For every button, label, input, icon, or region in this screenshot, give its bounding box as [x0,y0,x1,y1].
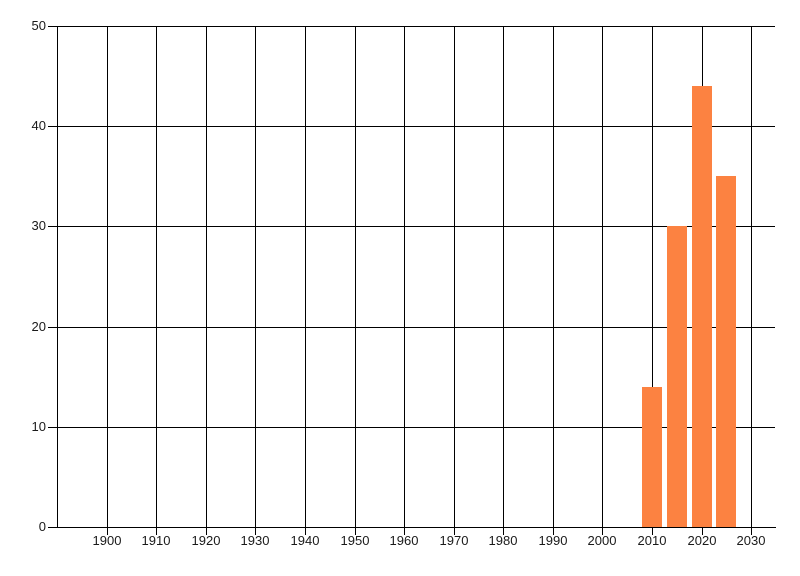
bar-2010 [642,387,662,527]
bar-2025 [716,176,736,527]
x-tick-label-1990: 1990 [538,533,568,548]
x-gridline-2030 [751,26,752,535]
y-tick-20 [48,327,57,328]
y-tick-label-40: 40 [31,118,46,133]
y-gridline-30 [57,226,775,227]
x-gridline-1990 [553,26,554,535]
x-tick-label-2000: 2000 [587,533,617,548]
bar-2020 [692,86,712,527]
y-tick-30 [48,226,57,227]
x-tick-label-2030: 2030 [736,533,766,548]
x-gridline-1940 [305,26,306,535]
y-gridline-40 [57,126,775,127]
x-gridline-1920 [206,26,207,535]
x-tick-label-2020: 2020 [687,533,717,548]
y-tick-0 [48,527,57,528]
y-axis-line [57,26,58,528]
x-tick-label-1950: 1950 [340,533,370,548]
y-tick-label-0: 0 [38,519,46,534]
x-gridline-2000 [602,26,603,535]
y-tick-10 [48,427,57,428]
y-tick-50 [48,26,57,27]
x-tick-label-1960: 1960 [389,533,419,548]
bar-2015 [667,226,687,527]
x-tick-label-1970: 1970 [439,533,469,548]
x-tick-label-1980: 1980 [488,533,518,548]
x-tick-label-1900: 1900 [92,533,122,548]
x-tick-label-2010: 2010 [637,533,667,548]
x-gridline-1930 [255,26,256,535]
x-gridline-1960 [404,26,405,535]
x-gridline-2010 [652,26,653,535]
y-gridline-50 [57,26,775,27]
x-gridline-1910 [156,26,157,535]
x-gridline-1970 [454,26,455,535]
y-tick-label-20: 20 [31,319,46,334]
y-gridline-20 [57,327,775,328]
x-gridline-1980 [503,26,504,535]
x-tick-label-1910: 1910 [141,533,171,548]
x-gridline-1950 [355,26,356,535]
y-gridline-10 [57,427,775,428]
y-tick-label-50: 50 [31,18,46,33]
y-tick-label-30: 30 [31,218,46,233]
x-gridline-1900 [107,26,108,535]
x-axis-line [57,527,776,528]
x-tick-label-1940: 1940 [290,533,320,548]
x-tick-label-1930: 1930 [240,533,270,548]
y-tick-label-10: 10 [31,419,46,434]
x-tick-label-1920: 1920 [191,533,221,548]
y-tick-40 [48,126,57,127]
